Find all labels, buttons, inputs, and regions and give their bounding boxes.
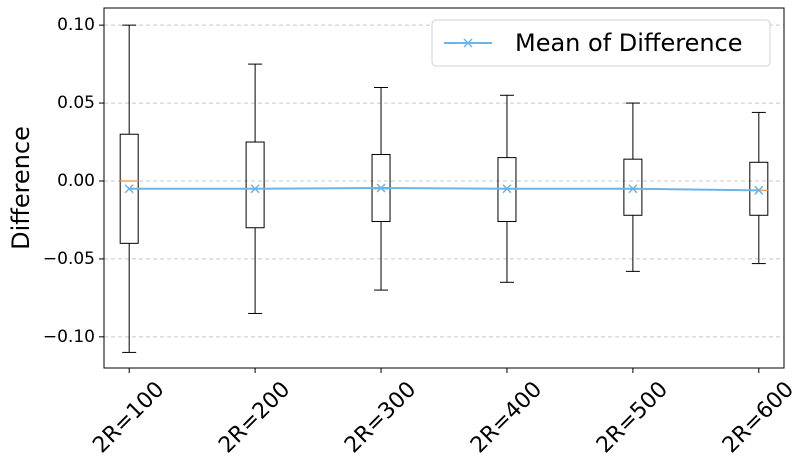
mean-marker (124, 184, 134, 194)
box (623, 158, 643, 216)
x-tick-label: 2R=300 (340, 377, 421, 458)
y-tick-label: 0.10 (57, 15, 95, 35)
mean-marker (754, 185, 764, 195)
mean-marker (628, 184, 638, 194)
y-axis-label: Difference (7, 126, 35, 250)
box (749, 161, 769, 216)
mean-marker (502, 184, 512, 194)
legend-label: Mean of Difference (515, 29, 743, 57)
y-tick-label: −0.10 (43, 327, 95, 347)
legend-box (431, 19, 771, 67)
x-tick-label: 2R=500 (592, 377, 673, 458)
x-tick-label: 2R=400 (466, 377, 547, 458)
mean-line (129, 186, 759, 192)
y-tick-label: 0.00 (57, 171, 95, 191)
box (245, 141, 265, 229)
mean-marker (376, 183, 386, 193)
y-tick-label: −0.05 (43, 249, 95, 269)
y-tick-label: 0.05 (57, 93, 95, 113)
x-tick-label: 2R=600 (718, 377, 799, 458)
x-tick-label: 2R=100 (88, 377, 169, 458)
x-tick-label: 2R=200 (214, 377, 295, 458)
legend-marker (463, 38, 473, 48)
plot-frame (103, 7, 785, 369)
mean-marker (250, 184, 260, 194)
